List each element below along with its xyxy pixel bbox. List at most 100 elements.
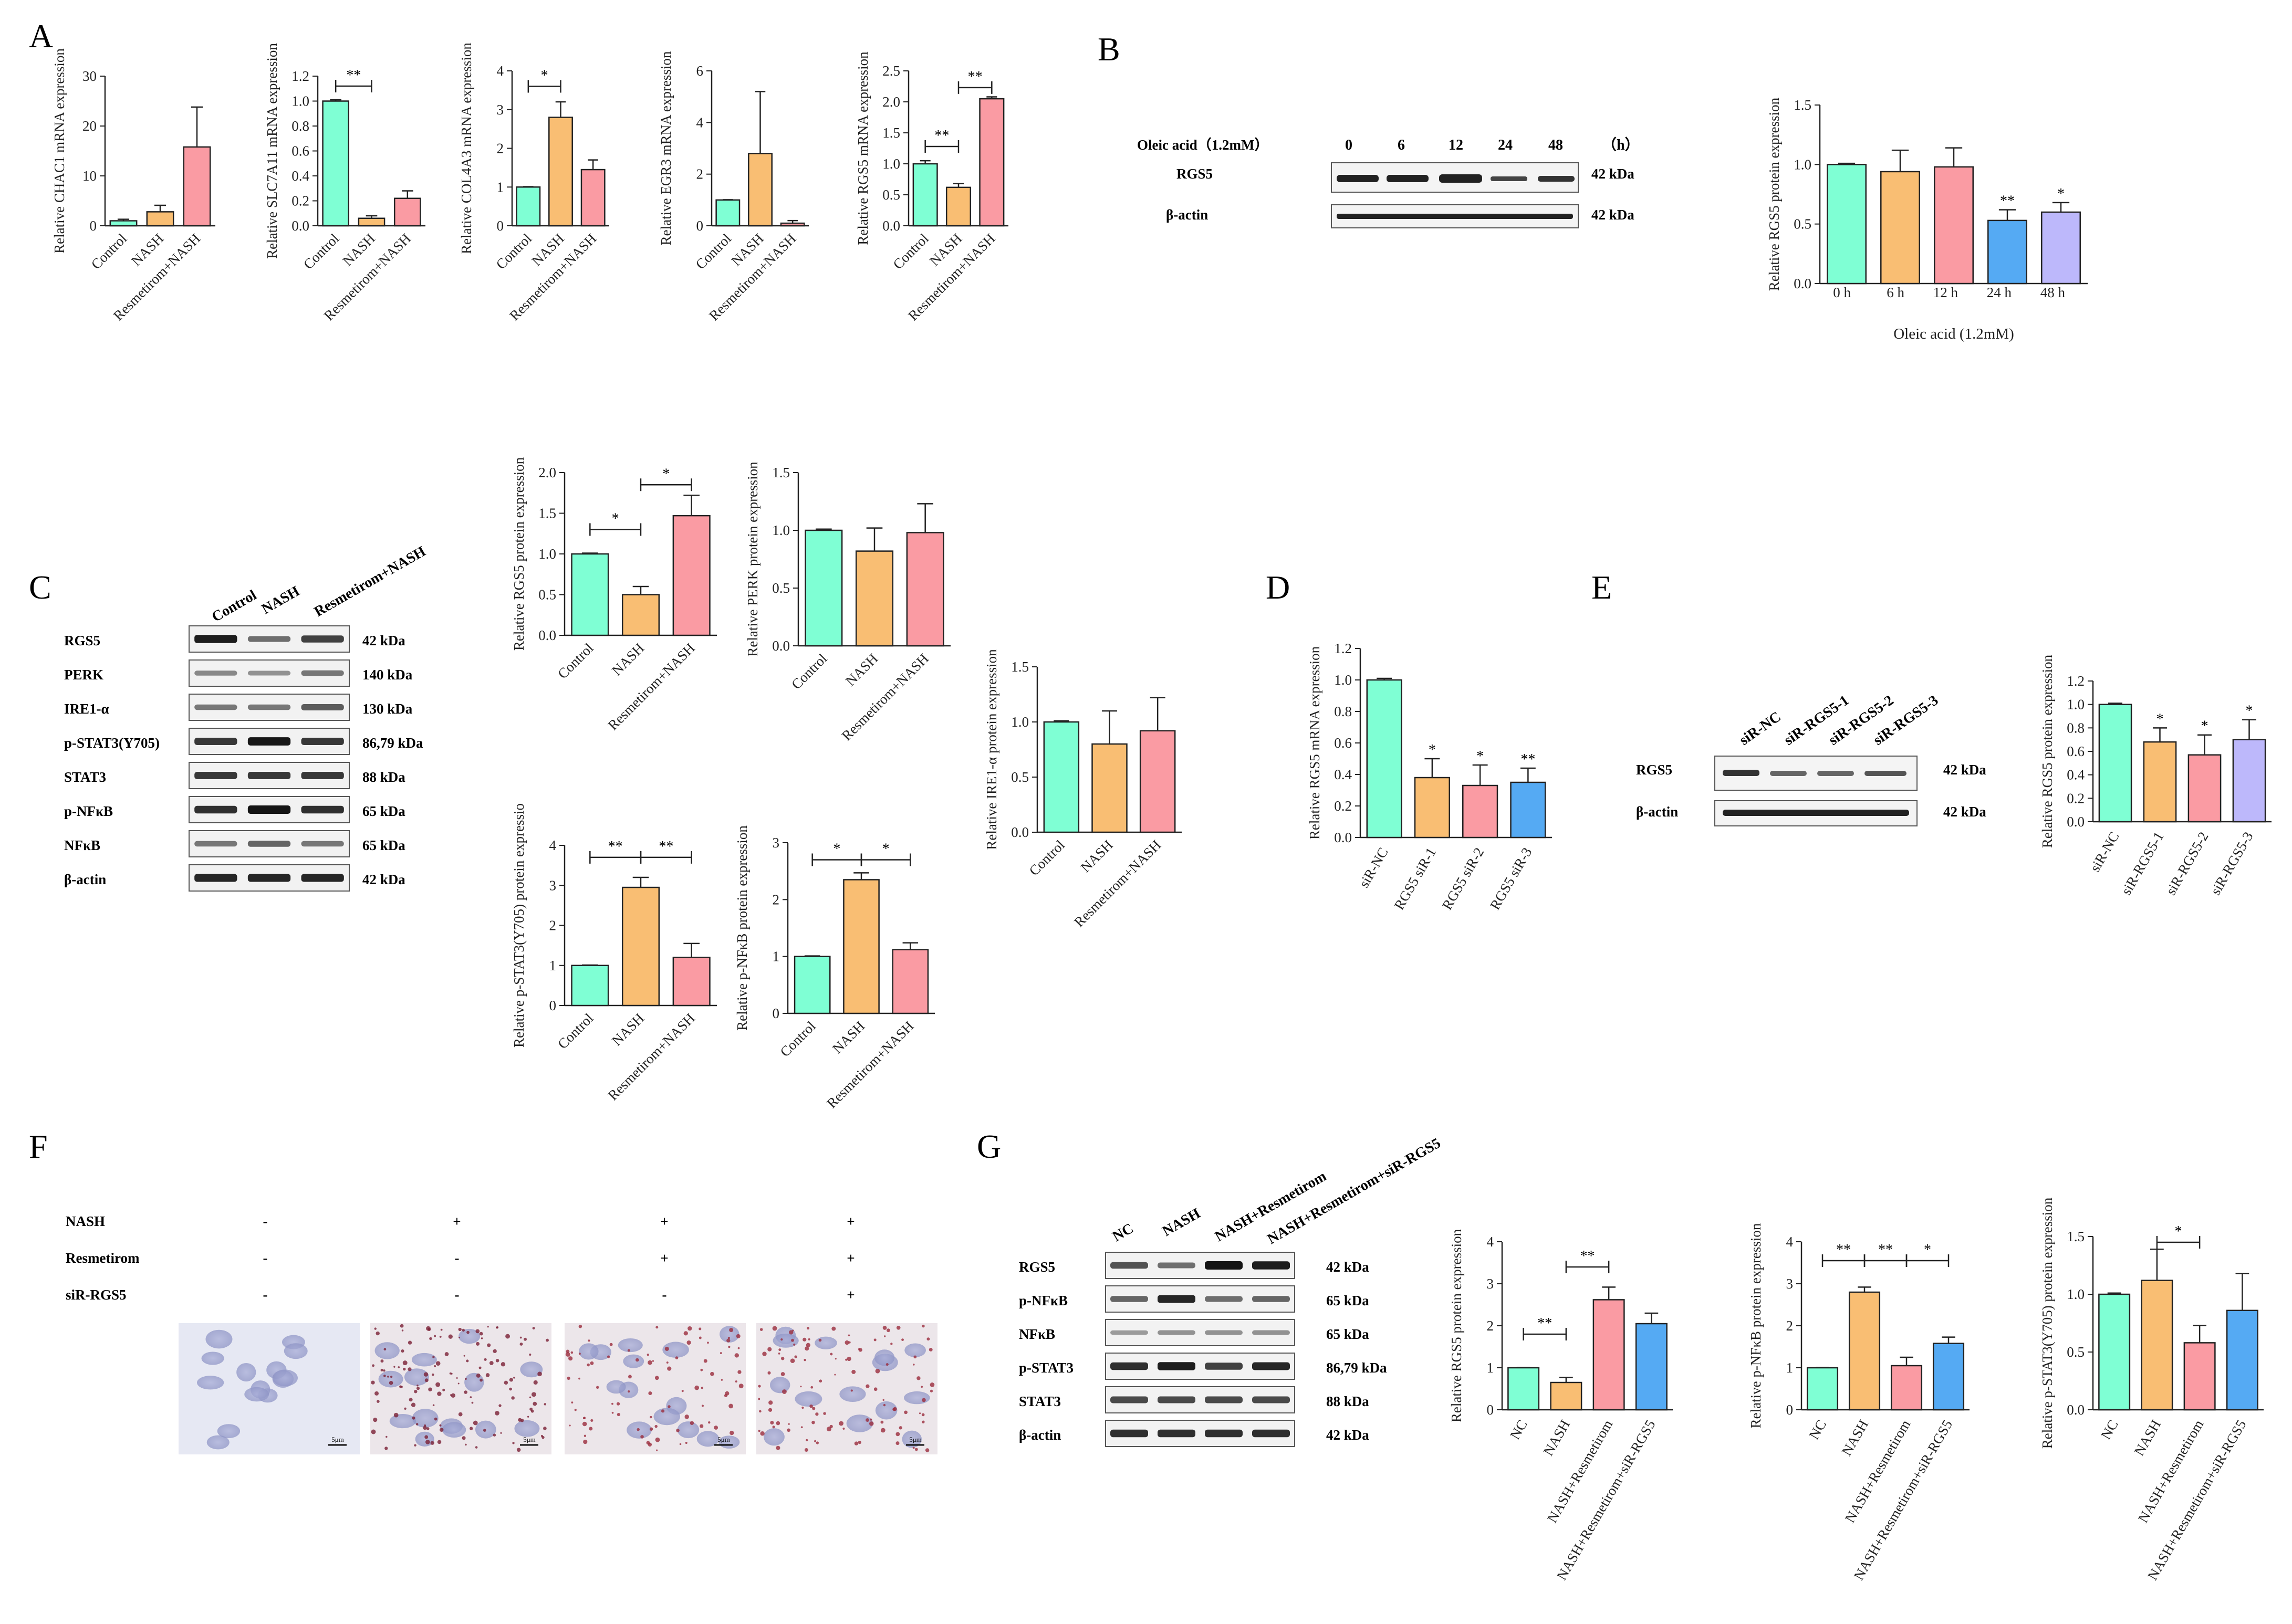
- lipid-droplet: [700, 1368, 703, 1371]
- lipid-droplet: [654, 1376, 659, 1380]
- bar: [2187, 754, 2222, 823]
- sig-label: **: [1520, 751, 1535, 768]
- lipid-droplet: [805, 1346, 809, 1351]
- lipid-droplet: [815, 1412, 819, 1416]
- lipid-droplet: [450, 1394, 452, 1396]
- lipid-droplet: [434, 1365, 436, 1368]
- lipid-droplet: [607, 1355, 610, 1358]
- sig-label: *: [612, 511, 619, 527]
- blot-b-row-label: β-actin: [1166, 207, 1208, 223]
- category-label: Resmetirom+NASH: [605, 640, 698, 733]
- bar: [2183, 1342, 2216, 1411]
- y-tick-label: 1: [1487, 1360, 1494, 1376]
- blot-band: [1158, 1262, 1195, 1269]
- y-axis-label: Relative RGS5 mRNA expression: [1307, 646, 1322, 840]
- y-tick-label: 0: [773, 1005, 780, 1021]
- bar: [2098, 704, 2132, 823]
- cell-nucleus: [846, 1415, 873, 1432]
- lipid-droplet: [414, 1390, 418, 1394]
- bar: [2041, 211, 2081, 285]
- blot-band: [1110, 1362, 1148, 1370]
- lipid-droplet: [495, 1411, 499, 1416]
- blot-b-row-label: RGS5: [1176, 166, 1213, 182]
- cell-nucleus: [875, 1401, 898, 1420]
- cell-nucleus: [412, 1409, 439, 1428]
- blot-band: [1252, 1429, 1290, 1438]
- sig-label: **: [1537, 1315, 1552, 1332]
- y-tick-label: 4: [497, 63, 504, 79]
- category-label: Control: [777, 1018, 819, 1060]
- blot-g-lane-label: NASH: [1160, 1205, 1203, 1240]
- lipid-droplet: [895, 1441, 900, 1445]
- lipid-droplet: [789, 1330, 794, 1335]
- cell-nucleus: [520, 1361, 543, 1378]
- lipid-droplet: [904, 1410, 908, 1415]
- lipid-droplet: [730, 1430, 734, 1436]
- lipid-droplet: [818, 1338, 822, 1342]
- lipid-droplet: [432, 1404, 435, 1407]
- category-label: Resmetirom+NASH: [605, 1010, 698, 1103]
- lipid-droplet: [648, 1391, 652, 1396]
- lipid-droplet: [845, 1358, 848, 1361]
- bar: [621, 594, 660, 636]
- lipid-droplet: [768, 1400, 773, 1405]
- sig-label: *: [882, 841, 890, 857]
- blot-band: [1110, 1429, 1148, 1438]
- lipid-droplet: [647, 1354, 649, 1356]
- lipid-droplet: [567, 1376, 570, 1380]
- lipid-droplet: [440, 1328, 443, 1331]
- blot-band: [301, 841, 344, 847]
- panel-c-blot: Control NASH Resmetirom+NASH RGS5 42 kDa P…: [64, 543, 429, 892]
- blot-row-label: β-actin: [1019, 1427, 1061, 1443]
- lipid-droplet: [767, 1347, 772, 1351]
- x-axis-label: Oleic acid (1.2mM): [1893, 326, 2014, 342]
- panel-f-sign: +: [453, 1213, 461, 1229]
- cell-nucleus: [773, 1333, 799, 1348]
- lipid-droplet: [655, 1326, 659, 1329]
- cell-nucleus: [874, 1349, 895, 1366]
- category-label: siR-RGS5-1: [2118, 829, 2167, 898]
- lipid-droplet: [470, 1427, 473, 1430]
- category-label: siR-NC: [1356, 845, 1391, 890]
- panel-f-condition-label: Resmetirom: [66, 1250, 140, 1266]
- lipid-droplet: [530, 1409, 534, 1413]
- lipid-droplet: [485, 1373, 490, 1377]
- lipid-droplet: [664, 1346, 669, 1351]
- y-tick-label: 1.5: [1011, 659, 1029, 675]
- lipid-droplet: [462, 1328, 465, 1332]
- blot-band: [1205, 1296, 1243, 1302]
- y-tick-label: 0.4: [2067, 767, 2085, 783]
- lipid-droplet: [701, 1405, 704, 1407]
- y-tick-label: 1.0: [2067, 697, 2085, 713]
- blot-row-kda: 42 kDa: [362, 872, 405, 887]
- y-tick-label: 0.4: [1334, 767, 1352, 782]
- lipid-droplet: [925, 1448, 930, 1452]
- sig-label: **: [968, 69, 983, 85]
- lipid-droplet: [483, 1429, 486, 1432]
- lipid-droplet: [667, 1366, 672, 1371]
- y-tick-label: 0: [696, 218, 704, 234]
- lipid-droplet: [376, 1331, 380, 1336]
- cell-nucleus: [404, 1368, 429, 1386]
- cell-nucleus: [904, 1343, 926, 1357]
- lipid-droplet: [544, 1403, 547, 1406]
- y-tick-label: 1: [1786, 1360, 1794, 1376]
- category-label: NASH: [1078, 837, 1116, 875]
- category-label: Control: [890, 230, 932, 273]
- blot-band: [301, 704, 344, 710]
- bar: [1462, 784, 1498, 839]
- bar: [1550, 1381, 1582, 1411]
- blot-row-kda: 65 kDa: [362, 837, 405, 853]
- lipid-droplet: [408, 1340, 412, 1345]
- oil-red-o-image: 5μm: [370, 1323, 551, 1454]
- lipid-droplet: [652, 1360, 654, 1362]
- blot-row-label: PERK: [64, 667, 103, 683]
- panel-label-B: B: [1098, 30, 1120, 68]
- lipid-droplet: [913, 1364, 915, 1366]
- y-tick-label: 1.0: [772, 522, 790, 538]
- lipid-droplet: [519, 1336, 522, 1339]
- lipid-droplet: [922, 1398, 926, 1402]
- blot-row-kda: 65 kDa: [1326, 1293, 1369, 1308]
- lipid-droplet: [668, 1405, 671, 1408]
- lipid-droplet: [720, 1352, 722, 1354]
